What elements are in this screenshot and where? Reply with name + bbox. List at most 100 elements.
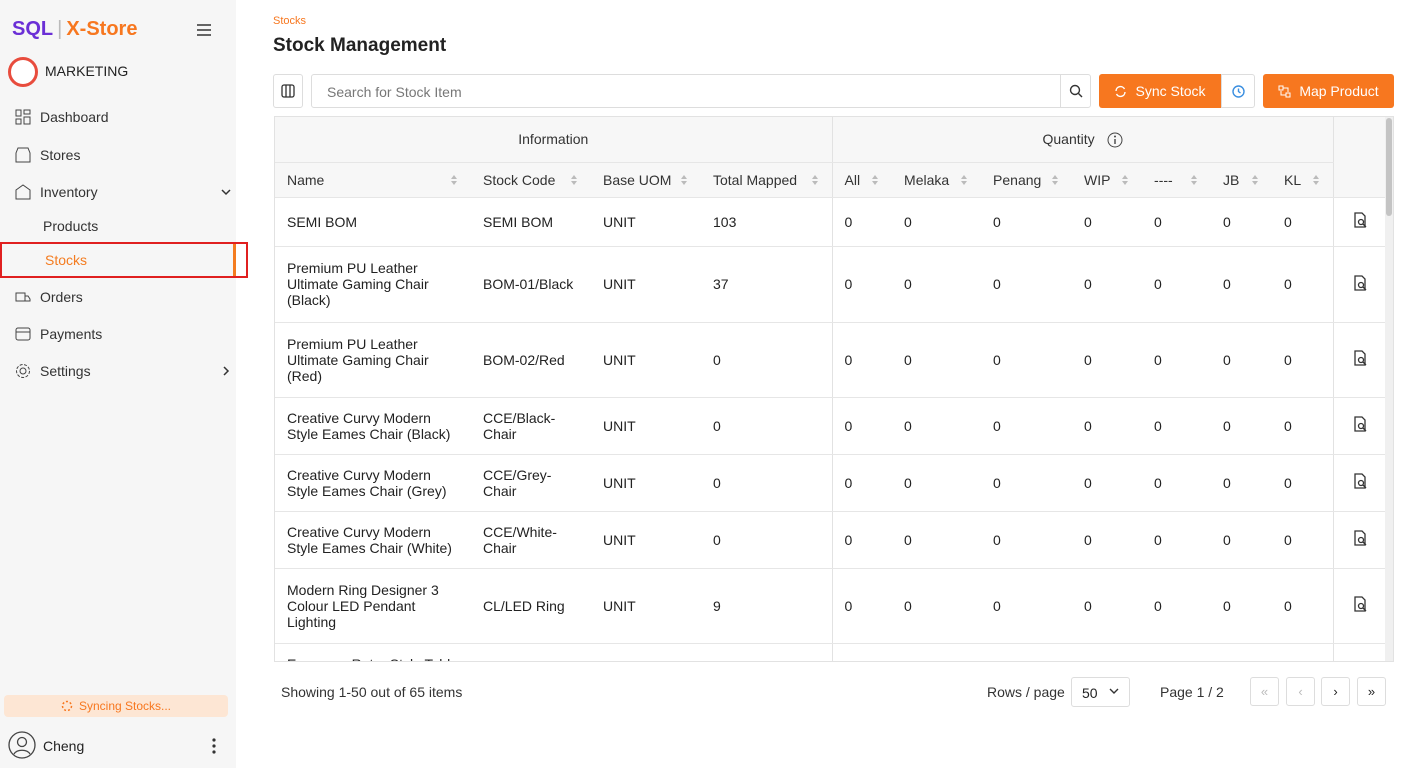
scrollbar-track <box>1385 117 1393 661</box>
column-header[interactable]: ---- <box>1142 162 1212 198</box>
columns-button[interactable] <box>273 74 303 108</box>
breadcrumb[interactable]: Stocks <box>273 15 307 27</box>
nav-item[interactable]: Stores <box>0 137 236 173</box>
table-cell: 9 <box>701 568 833 644</box>
cell-text: UNIT <box>603 417 636 434</box>
table-cell: 0 <box>1211 568 1273 644</box>
table-cell: Premium PU Leather Ultimate Gaming Chair… <box>275 322 471 398</box>
cell-text: BOM-02/Red <box>483 351 565 368</box>
nav-label: Stores <box>40 147 81 163</box>
scrollbar-thumb[interactable] <box>1386 118 1392 216</box>
group-header-row: Information Quantity <box>275 117 1387 198</box>
column-header[interactable]: JB <box>1211 162 1273 198</box>
brand-sql: SQL <box>12 18 54 40</box>
cell-text: UNIT <box>603 597 636 614</box>
action-cell <box>1333 511 1387 569</box>
action-cell <box>1333 397 1387 455</box>
view-detail-icon[interactable] <box>1352 530 1368 546</box>
nav-item[interactable]: Products <box>0 208 236 244</box>
cell-text: CCE/Black-Chair <box>483 409 556 442</box>
table-cell: Premium PU Leather Ultimate Gaming Chair… <box>275 246 471 323</box>
view-detail-icon[interactable] <box>1352 350 1368 366</box>
column-header[interactable]: Melaka <box>892 162 982 198</box>
next-page-button[interactable]: › <box>1321 677 1350 706</box>
table-cell: SEMI BOM <box>275 197 471 247</box>
nav-icon <box>15 292 31 302</box>
column-header[interactable]: Base UOM <box>591 162 701 198</box>
table-row: SEMI BOM SEMI BOM UNIT 103 0 0 0 0 0 0 0 <box>275 197 1387 247</box>
brand: SQL | X-Store <box>12 18 137 41</box>
cell-text: 0 <box>993 417 1001 434</box>
table-cell: 0 <box>1211 246 1273 323</box>
view-detail-icon[interactable] <box>1352 473 1368 489</box>
cell-text: UNIT <box>603 531 636 548</box>
stock-table: Information Quantity Name Stock Code Base UO… <box>275 117 1387 661</box>
group-header-label: Information <box>518 131 589 148</box>
view-detail-icon[interactable] <box>1352 212 1368 228</box>
table-row: Creative Curvy Modern Style Eames Chair … <box>275 397 1387 455</box>
search-button[interactable] <box>1060 74 1091 108</box>
map-product-button[interactable]: Map Product <box>1263 74 1394 108</box>
sort-icon <box>811 174 818 185</box>
sync-history-button[interactable] <box>1221 74 1255 108</box>
column-header-label: Base UOM <box>603 171 672 188</box>
user-name: Cheng <box>43 738 85 754</box>
cell-text: 0 <box>904 213 912 230</box>
table-cell: 0 <box>981 397 1073 455</box>
cell-text: 0 <box>1223 351 1231 368</box>
cell-text: 0 <box>1084 213 1092 230</box>
cell-text: SEMI BOM <box>483 213 554 230</box>
search-input[interactable]: Search for Stock Item <box>311 74 1061 108</box>
column-header[interactable]: Total Mapped <box>701 162 833 198</box>
cell-text: 0 <box>904 351 912 368</box>
nav-item[interactable]: Stocks <box>0 242 248 278</box>
column-header[interactable]: Name <box>275 162 471 198</box>
cell-text: 0 <box>1223 417 1231 434</box>
cell-text: UNIT <box>603 351 636 368</box>
view-detail-icon[interactable] <box>1352 274 1368 291</box>
nav-icon <box>15 109 31 125</box>
first-page-button[interactable]: « <box>1250 677 1279 706</box>
nav-label: Dashboard <box>40 109 109 125</box>
column-header[interactable]: Stock Code <box>471 162 591 198</box>
prev-page-button[interactable]: ‹ <box>1286 677 1315 706</box>
sync-stock-button[interactable]: Sync Stock <box>1099 74 1221 108</box>
rows-per-page-select[interactable]: 50 <box>1071 677 1130 707</box>
cell-text: 0 <box>993 474 1001 491</box>
table-cell: UNIT <box>591 511 701 569</box>
nav-item[interactable]: Payments <box>0 316 236 352</box>
nav-label: Payments <box>40 326 103 342</box>
column-header[interactable]: All <box>832 162 893 198</box>
nav-item[interactable]: Dashboard <box>0 99 236 135</box>
table-cell: 0 <box>1211 511 1273 569</box>
cell-text: 0 <box>1223 276 1231 292</box>
action-header <box>1333 117 1387 198</box>
table-cell: 0 <box>1072 397 1143 455</box>
menu-toggle[interactable] <box>196 22 212 38</box>
cell-text: 9 <box>713 597 721 614</box>
table-cell: Creative Curvy Modern Style Eames Chair … <box>275 511 471 569</box>
nav-label: Products <box>43 218 99 234</box>
table-cell: 0 <box>981 511 1073 569</box>
cell-text: 0 <box>713 351 721 368</box>
table-cell: CCE/Black-Chair <box>471 397 591 455</box>
view-detail-icon[interactable] <box>1352 596 1368 612</box>
cell-text: 0 <box>1084 474 1092 491</box>
table-cell: 0 <box>1272 397 1334 455</box>
cell-text: 0 <box>844 351 853 368</box>
column-header[interactable]: WIP <box>1072 162 1143 198</box>
nav-item[interactable]: Inventory <box>0 174 236 210</box>
column-header[interactable]: Penang <box>981 162 1073 198</box>
last-page-button[interactable]: » <box>1357 677 1386 706</box>
sort-icon <box>1122 174 1129 185</box>
column-header[interactable]: KL <box>1272 162 1334 198</box>
nav-item[interactable]: Orders <box>0 279 236 315</box>
user-menu[interactable] <box>208 737 220 755</box>
cell-text: 0 <box>1084 276 1092 292</box>
nav-item[interactable]: Settings <box>0 353 236 389</box>
cell-text: Creative Curvy Modern Style Eames Chair … <box>287 523 452 556</box>
view-detail-icon[interactable] <box>1352 416 1368 432</box>
cell-text: Creative Curvy Modern Style Eames Chair … <box>287 466 447 499</box>
cell-text: CL/LED Ring <box>483 597 565 614</box>
